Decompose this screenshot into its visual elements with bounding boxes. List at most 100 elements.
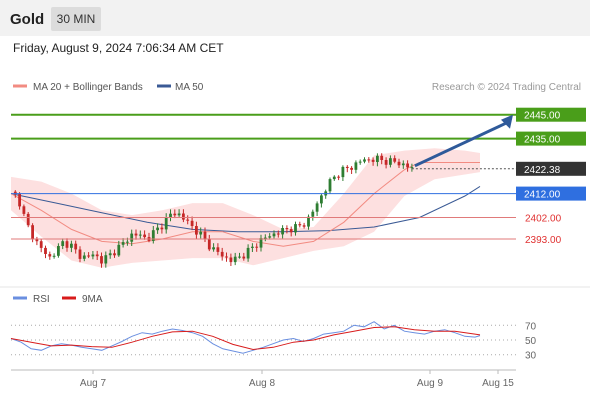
candle-body bbox=[302, 225, 306, 227]
candle-body bbox=[186, 219, 190, 221]
candle-body bbox=[363, 159, 366, 162]
candle-body bbox=[177, 213, 181, 216]
candle-body bbox=[91, 254, 95, 257]
candle-body bbox=[229, 257, 233, 263]
x-axis: Aug 7 Aug 8 Aug 9 Aug 15 bbox=[80, 370, 514, 389]
candle-body bbox=[82, 255, 86, 259]
candle-body bbox=[169, 213, 172, 218]
rsi-legend-label: RSI bbox=[33, 294, 50, 305]
candle-body bbox=[113, 253, 116, 256]
support-label: 2393.00 bbox=[525, 235, 562, 246]
candle-body bbox=[31, 225, 34, 240]
candle-body bbox=[298, 224, 302, 226]
candle-body bbox=[401, 163, 405, 166]
candle-body bbox=[199, 231, 203, 235]
ma50-line bbox=[10, 185, 481, 233]
timestamp: Friday, August 9, 2024 7:06:34 AM CET bbox=[13, 41, 224, 55]
candle-body bbox=[281, 228, 284, 235]
candle-body bbox=[307, 216, 310, 227]
candle-body bbox=[143, 234, 146, 238]
copyright-text: Research © 2024 Trading Central bbox=[432, 82, 581, 93]
rsi-tick-label: 70 bbox=[525, 321, 537, 332]
candle-body bbox=[389, 158, 392, 165]
ma20-line bbox=[10, 162, 480, 247]
candle-body bbox=[406, 163, 409, 168]
candle-body bbox=[35, 239, 39, 242]
resistance-label: 2445.00 bbox=[524, 111, 561, 122]
current-price-label: 2422.38 bbox=[524, 165, 561, 176]
rsi-ma-line bbox=[10, 326, 481, 351]
candle-body bbox=[233, 256, 237, 263]
price-levels: 2445.00 2435.00 2412.00 2402.00 2393.00 2422.… bbox=[11, 107, 586, 246]
candle-body bbox=[156, 227, 159, 231]
candle-body bbox=[294, 224, 297, 233]
candle-body bbox=[367, 159, 371, 161]
candle-body bbox=[216, 247, 220, 252]
candle-body bbox=[100, 256, 103, 264]
candle-body bbox=[78, 249, 82, 259]
candle-body bbox=[203, 231, 207, 239]
candle-body bbox=[358, 161, 362, 163]
candle-body bbox=[380, 155, 384, 160]
rsi-legend: RSI 9MA bbox=[13, 294, 103, 305]
ma20-legend-label: MA 20 + Bollinger Bands bbox=[33, 82, 143, 93]
candle-body bbox=[57, 246, 60, 256]
candle-body bbox=[134, 233, 138, 236]
candle-body bbox=[61, 241, 65, 246]
x-tick-label: Aug 7 bbox=[80, 378, 107, 389]
forecast-arrow-shaft bbox=[414, 121, 508, 168]
ma9-legend-label: 9MA bbox=[82, 294, 103, 305]
candle-body bbox=[70, 243, 73, 248]
timeframe-button[interactable]: 30 MIN bbox=[51, 7, 101, 31]
candle-body bbox=[337, 176, 340, 178]
candle-body bbox=[393, 158, 397, 162]
candle-body bbox=[26, 213, 30, 226]
candle-body bbox=[48, 254, 52, 257]
candle-body bbox=[259, 238, 263, 248]
rsi-line bbox=[10, 321, 481, 354]
candle-body bbox=[397, 161, 401, 166]
candle-body bbox=[160, 227, 164, 230]
candle-body bbox=[350, 167, 353, 170]
candle-body bbox=[173, 213, 177, 216]
candle-body bbox=[332, 176, 336, 180]
candle-body bbox=[151, 230, 155, 241]
candle-body bbox=[87, 255, 90, 257]
candle-body bbox=[212, 247, 215, 250]
resistance-label: 2435.00 bbox=[524, 135, 561, 146]
candle-body bbox=[182, 213, 185, 220]
candle-body bbox=[410, 167, 414, 169]
rsi-plot-area: 70 50 30 bbox=[10, 321, 537, 362]
forecast-arrowhead bbox=[501, 114, 513, 129]
resistance-label-box bbox=[516, 131, 586, 146]
candle-body bbox=[207, 239, 211, 250]
candle-body bbox=[276, 233, 280, 235]
resistance-label-box bbox=[516, 107, 586, 122]
candle-body bbox=[311, 211, 315, 217]
candle-body bbox=[328, 179, 332, 192]
candle-body bbox=[242, 256, 246, 259]
candle-body bbox=[341, 166, 345, 178]
x-tick-label: Aug 8 bbox=[249, 378, 276, 389]
price-plot-area bbox=[10, 148, 481, 268]
candle-body bbox=[246, 247, 250, 259]
x-tick-label: Aug 9 bbox=[417, 378, 444, 389]
candle-body bbox=[74, 243, 78, 250]
candle-body bbox=[164, 217, 168, 230]
candle-body bbox=[108, 253, 112, 256]
candle-body bbox=[354, 162, 358, 170]
candle-body bbox=[22, 206, 26, 214]
candle-body bbox=[95, 254, 99, 257]
candle-body bbox=[18, 193, 21, 207]
candle-body bbox=[138, 234, 142, 236]
candle-body bbox=[39, 241, 43, 248]
candle-body bbox=[13, 191, 17, 194]
candle-body bbox=[315, 203, 319, 212]
candle-body bbox=[255, 246, 259, 248]
candle-body bbox=[126, 241, 129, 243]
candle-body bbox=[251, 246, 254, 248]
candle-body bbox=[238, 256, 241, 258]
candle-body bbox=[104, 255, 108, 264]
rsi-tick-label: 30 bbox=[525, 351, 537, 362]
